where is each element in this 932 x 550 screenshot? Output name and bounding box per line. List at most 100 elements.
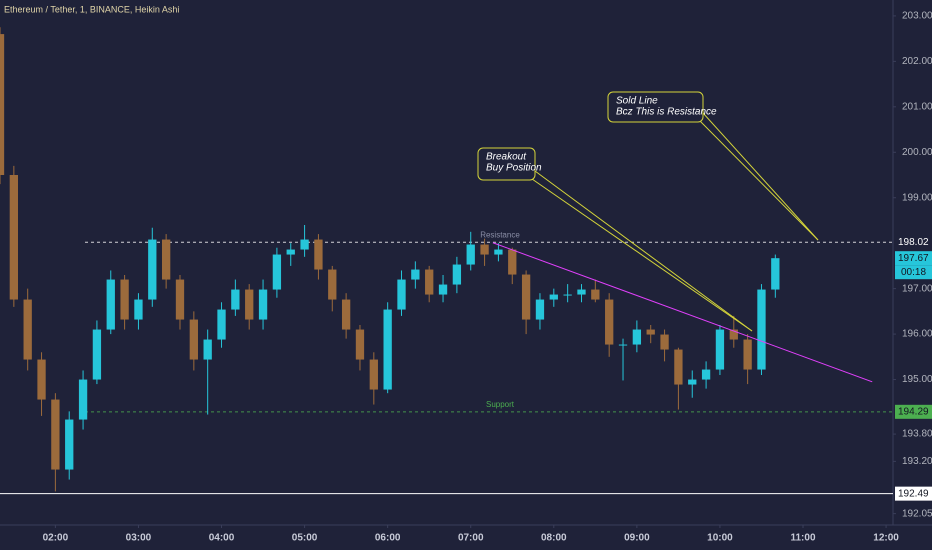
- price-line-label: Support: [486, 400, 515, 409]
- candle-body: [425, 269, 434, 295]
- candle-body: [9, 175, 18, 300]
- candle-body: [328, 269, 337, 300]
- x-tick-label: 04:00: [209, 533, 235, 544]
- y-tick-label: 203.00: [902, 11, 932, 22]
- callout-pointer: [534, 170, 753, 332]
- y-tick-label: 197.00: [902, 283, 932, 294]
- candle-body: [549, 294, 558, 300]
- callout-text: Breakout: [486, 152, 527, 163]
- candle-body: [466, 244, 475, 265]
- candle-body: [383, 309, 392, 390]
- candle-body: [0, 34, 5, 175]
- candle-body: [535, 299, 545, 320]
- candle-body: [272, 254, 282, 290]
- candle-body: [161, 239, 171, 280]
- candle-body: [217, 309, 226, 340]
- last-price-tag-bg: [895, 251, 932, 266]
- callout-pointer: [699, 120, 819, 241]
- candle-body: [51, 399, 60, 470]
- y-tick-label: 192.05: [902, 508, 932, 519]
- y-tick-label: 200.00: [902, 147, 932, 158]
- candle-body: [660, 334, 669, 350]
- candle-body: [92, 329, 102, 380]
- candle-body: [189, 319, 198, 360]
- candle-body: [65, 419, 74, 470]
- y-tick-label: 199.00: [902, 192, 932, 203]
- callout-pointer: [702, 112, 819, 241]
- callout-text: Buy Position: [486, 163, 542, 174]
- countdown: 00:18: [901, 267, 926, 278]
- candle-body: [563, 294, 572, 296]
- trend-line: [492, 242, 873, 383]
- candle-body: [300, 239, 309, 250]
- candle-body: [494, 249, 503, 255]
- x-tick-label: 11:00: [790, 533, 815, 544]
- callout-text: Sold Line: [616, 96, 658, 107]
- candle-body: [591, 289, 600, 300]
- countdown-bg: [895, 265, 932, 280]
- y-tick-label: 196.00: [902, 329, 932, 340]
- candle-body: [106, 279, 115, 330]
- last-price-tag: 197.67: [898, 253, 929, 264]
- candle-body: [148, 239, 157, 300]
- callout-box: [477, 147, 536, 181]
- price-line-tag: 198.02: [898, 237, 929, 248]
- candle-body: [411, 269, 420, 280]
- candle-body: [577, 289, 586, 295]
- candle-body: [120, 279, 129, 320]
- candle-body: [245, 289, 254, 320]
- candle-body: [521, 274, 531, 320]
- price-line-tag-bg: [895, 404, 932, 419]
- price-line-tag: 194.29: [898, 406, 929, 417]
- candle-body: [438, 284, 448, 295]
- candle-body: [743, 339, 752, 370]
- candle-body: [632, 329, 642, 345]
- y-tick-label: 193.20: [902, 456, 932, 467]
- candle-body: [23, 299, 32, 360]
- y-tick-label: 195.00: [902, 374, 932, 385]
- candle-body: [203, 339, 212, 360]
- candle-body: [134, 299, 143, 320]
- candle-body: [646, 329, 655, 335]
- candle-body: [286, 249, 295, 255]
- candle-body: [258, 289, 268, 320]
- chart-title: Ethereum / Tether, 1, BINANCE, Heikin As…: [4, 4, 179, 14]
- y-tick-label: 193.80: [902, 429, 932, 440]
- price-line-tag-bg: [895, 486, 932, 501]
- candle-body: [771, 258, 780, 290]
- x-tick-label: 08:00: [541, 533, 567, 544]
- callout-box: [607, 91, 704, 123]
- candle-body: [175, 279, 185, 320]
- x-tick-label: 07:00: [458, 533, 484, 544]
- x-tick-label: 05:00: [292, 533, 318, 544]
- price-line-tag: 192.49: [898, 488, 929, 499]
- x-tick-label: 02:00: [43, 533, 69, 544]
- x-tick-label: 09:00: [624, 533, 650, 544]
- candle-body: [701, 369, 711, 380]
- candle-body: [480, 244, 489, 255]
- x-tick-label: 06:00: [375, 533, 401, 544]
- candle-body: [757, 289, 766, 370]
- candle-body: [231, 289, 240, 310]
- candle-body: [37, 359, 46, 400]
- price-line-tag-bg: [895, 235, 932, 250]
- candle-body: [341, 299, 351, 330]
- candle-body: [605, 299, 614, 345]
- x-tick-label: 03:00: [126, 533, 152, 544]
- candle-body: [452, 264, 462, 285]
- candle-body: [674, 349, 683, 385]
- candle-body: [729, 329, 738, 340]
- candle-body: [688, 379, 697, 385]
- candle-body: [508, 249, 517, 275]
- candle-body: [618, 344, 628, 346]
- callout-pointer: [531, 178, 753, 332]
- callout-text: Bcz This is Resistance: [616, 107, 717, 118]
- y-tick-label: 202.00: [902, 56, 932, 67]
- candle-body: [355, 329, 365, 360]
- candle-body: [314, 239, 323, 270]
- x-tick-label: 10:00: [707, 533, 733, 544]
- candle-body: [397, 279, 406, 310]
- x-tick-label: 12:00: [873, 533, 899, 544]
- candle-body: [369, 359, 378, 390]
